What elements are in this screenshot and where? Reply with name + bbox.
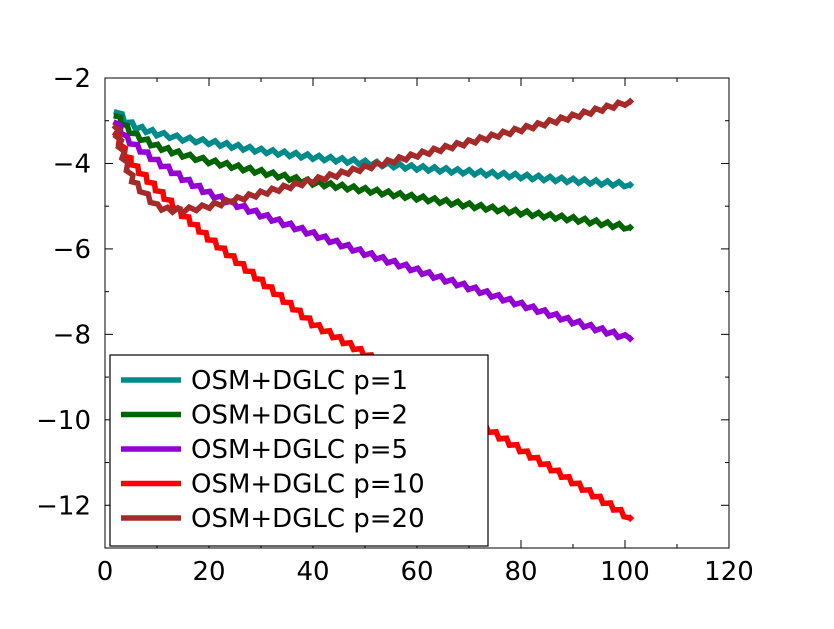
y-tick-label: −2 bbox=[53, 64, 91, 94]
series-end-marker-5 bbox=[626, 97, 635, 106]
series-layer bbox=[111, 97, 635, 523]
legend-label-2: OSM+DGLC p=2 bbox=[191, 401, 408, 431]
y-tick-label: −12 bbox=[36, 491, 91, 521]
legend: OSM+DGLC p=1 OSM+DGLC p=2 OSM+DGLC p=5 OSM+… bbox=[109, 354, 489, 547]
x-axis: 0 20 40 60 80 100 120 bbox=[97, 78, 754, 587]
x-tick-label: 60 bbox=[400, 557, 433, 587]
legend-label-4: OSM+DGLC p=10 bbox=[191, 470, 425, 500]
series-line-2 bbox=[113, 113, 631, 232]
series-end-marker-4 bbox=[626, 514, 635, 523]
x-tick-label: 0 bbox=[97, 557, 114, 587]
series-line-5 bbox=[111, 99, 632, 217]
x-tick-label: 20 bbox=[192, 557, 225, 587]
series-line-4 bbox=[111, 129, 631, 521]
series-line-3 bbox=[112, 119, 632, 341]
x-tick-label: 120 bbox=[704, 557, 754, 587]
legend-label-1: OSM+DGLC p=1 bbox=[191, 366, 408, 396]
y-tick-label: −8 bbox=[53, 320, 91, 350]
series-end-marker-3 bbox=[626, 334, 635, 343]
y-tick-label: −10 bbox=[36, 406, 91, 436]
x-tick-label: 80 bbox=[504, 557, 537, 587]
y-tick-label: −4 bbox=[53, 149, 91, 179]
y-axis: −12 −10 −8 −6 −4 −2 bbox=[36, 64, 729, 549]
x-tick-label: 40 bbox=[296, 557, 329, 587]
legend-label-3: OSM+DGLC p=5 bbox=[191, 435, 408, 465]
series-end-marker-1 bbox=[626, 180, 635, 189]
x-tick-label: 100 bbox=[600, 557, 650, 587]
legend-label-5: OSM+DGLC p=20 bbox=[191, 504, 425, 534]
y-tick-label: −6 bbox=[53, 235, 91, 265]
series-end-marker-2 bbox=[626, 223, 635, 232]
